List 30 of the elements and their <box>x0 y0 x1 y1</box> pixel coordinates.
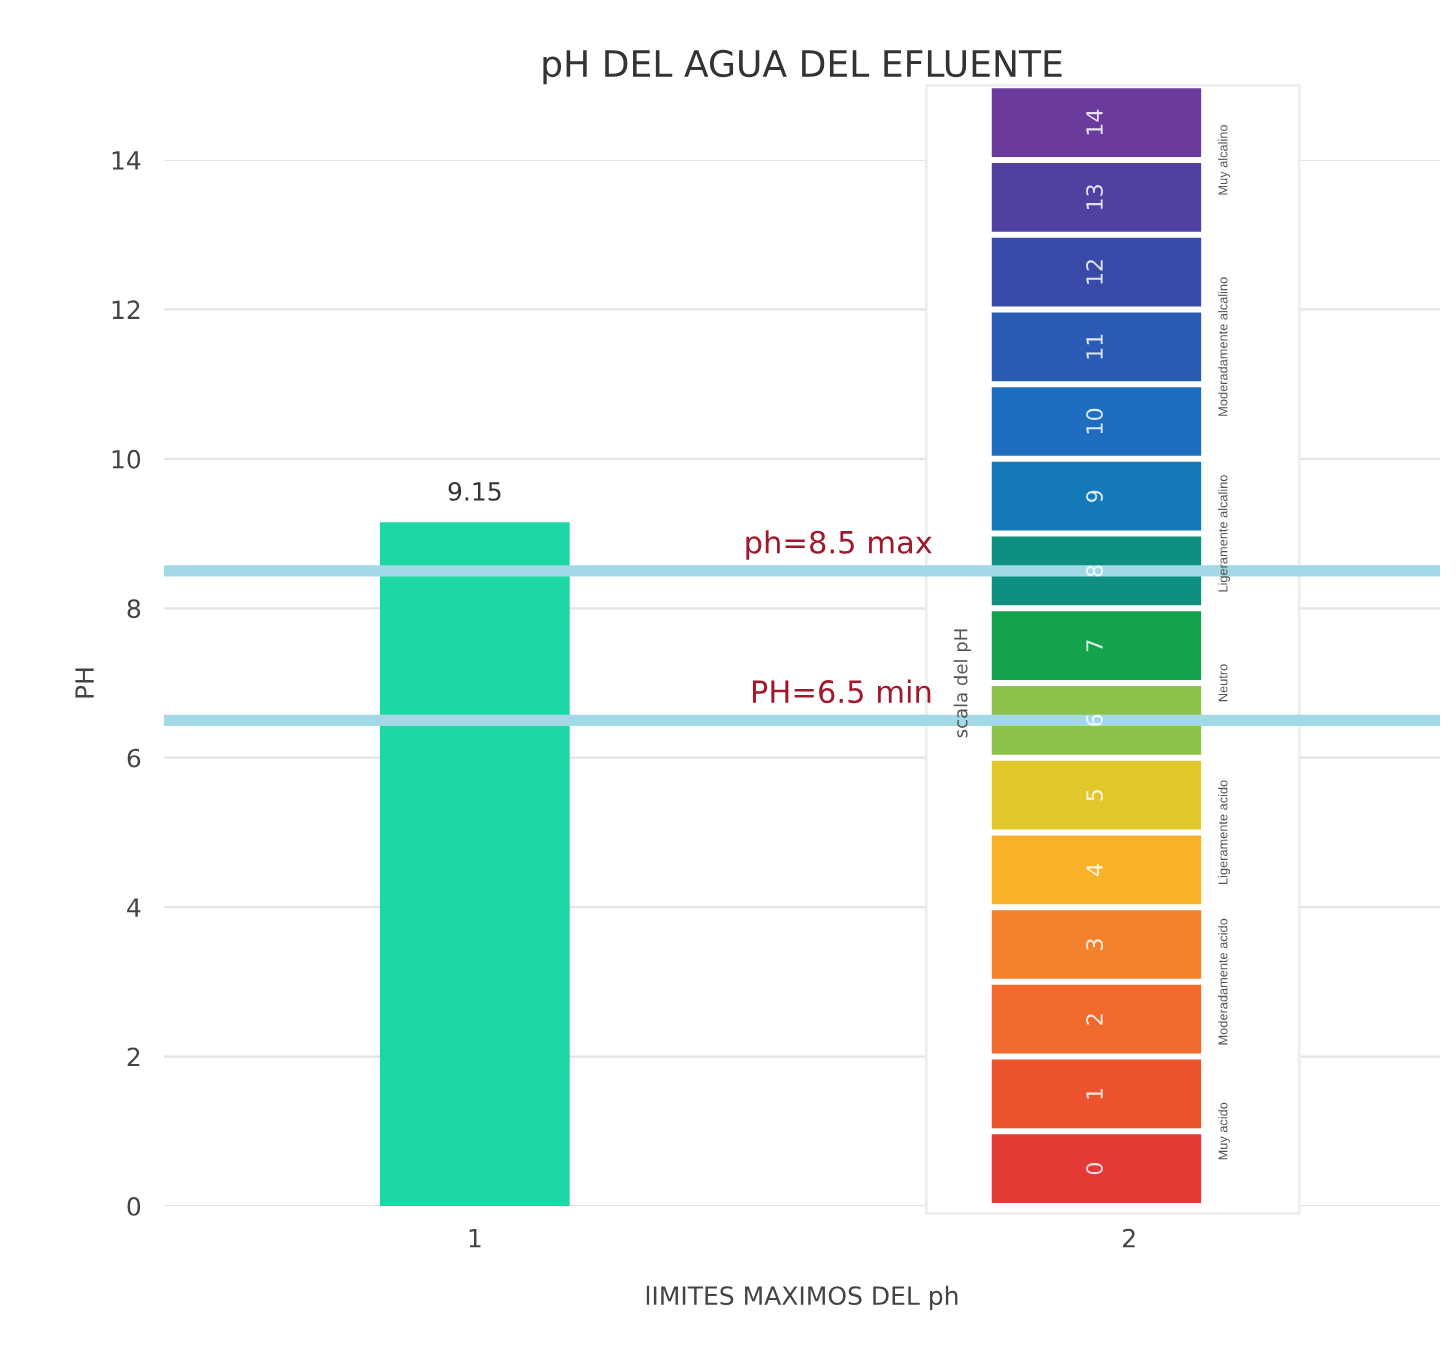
annotation: 13 <box>1086 185 1103 210</box>
y-tick-label: 2 <box>127 1047 140 1067</box>
annotation: 5 <box>1086 789 1103 801</box>
y-tick-label: 8 <box>127 599 141 619</box>
chart-title: pH DEL AGUA DEL EFLUENTE <box>543 49 1062 85</box>
x-axis-title: lIMITES MAXIMOS DEL ph <box>646 1285 958 1310</box>
annotation: 10 <box>1086 408 1103 434</box>
annotation: 7 <box>1086 640 1103 651</box>
data-label: 9.15 <box>448 481 501 501</box>
y-tick-label: 10 <box>112 449 141 469</box>
annotation: 9 <box>1086 490 1103 502</box>
ref-line-label: PH=6.5 min <box>752 679 931 704</box>
y-tick-label: 12 <box>112 300 140 319</box>
y-tick-label: 14 <box>112 151 141 170</box>
annotation: 12 <box>1086 260 1103 284</box>
y-tick-label: 4 <box>127 898 141 917</box>
annotation: 8 <box>1086 565 1103 577</box>
annotation: 0 <box>1086 1163 1103 1175</box>
text: 14 <box>1086 109 1103 135</box>
y-tick-label: 0 <box>127 1196 141 1216</box>
annotation: 4 <box>1086 863 1103 876</box>
annotation: 3 <box>1086 939 1103 950</box>
y-axis-title: PH <box>75 668 94 698</box>
y-tick-label: 6 <box>127 748 141 768</box>
annotation: 11 <box>1086 334 1103 359</box>
annotation: 6 <box>1086 714 1103 726</box>
annotation: 2 <box>1086 1014 1103 1025</box>
annotation: scala del pH <box>953 629 972 738</box>
annotation: 1 <box>1086 1088 1103 1099</box>
ref-line-label: ph=8.5 max <box>746 530 932 560</box>
